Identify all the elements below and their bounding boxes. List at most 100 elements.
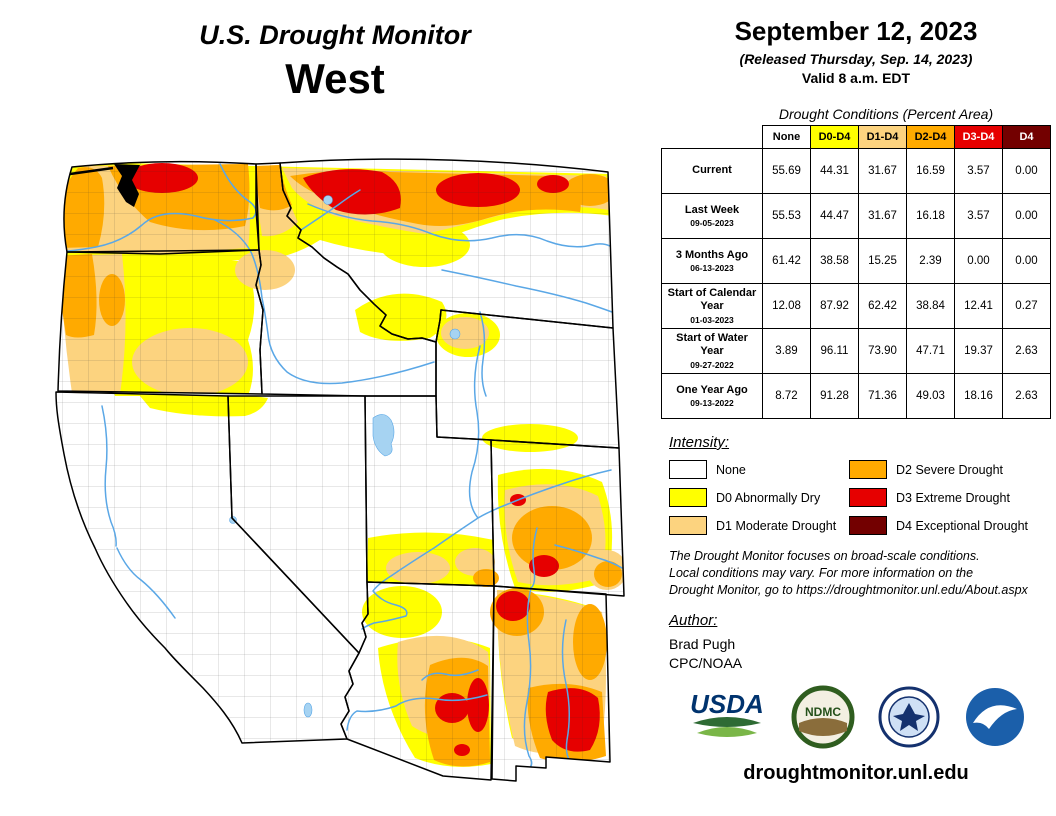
legend-swatch-none	[669, 460, 707, 479]
value-cell: 91.28	[810, 373, 859, 419]
row-label: 3 Months Ago	[675, 248, 749, 261]
rivers	[67, 163, 623, 767]
legend-item-d4: D4 Exceptional Drought	[849, 516, 1028, 535]
row-label: Start of Calendar Year	[667, 287, 757, 313]
row-date: 09-05-2023	[690, 218, 734, 228]
value-cell: 73.90	[858, 328, 907, 374]
value-cell: 44.31	[810, 148, 859, 194]
value-cell: 47.71	[906, 328, 955, 374]
table-corner-cell	[662, 126, 763, 149]
disclaimer-line: Drought Monitor, go to https://droughtmo…	[669, 582, 1028, 597]
value-cell: 31.67	[858, 148, 907, 194]
table-header-row: None D0-D4 D1-D4 D2-D4 D3-D4 D4	[662, 125, 1051, 149]
value-cell: 2.63	[1002, 328, 1051, 374]
value-cell: 2.39	[906, 238, 955, 284]
legend-item-none: None	[669, 460, 849, 479]
value-cell: 16.59	[906, 148, 955, 194]
drought-conditions-table: None D0-D4 D1-D4 D2-D4 D3-D4 D4 Current …	[661, 125, 1051, 419]
report-date: September 12, 2023	[734, 16, 978, 46]
value-cell: 0.00	[1002, 148, 1051, 194]
author-name: Brad Pugh	[669, 635, 736, 652]
legend-item-d1: D1 Moderate Drought	[669, 516, 849, 535]
legend-swatch-d1	[669, 516, 707, 535]
value-cell: 12.08	[762, 283, 811, 329]
legend-label: None	[716, 462, 746, 477]
value-cell: 8.72	[762, 373, 811, 419]
disclaimer: The Drought Monitor focuses on broad-sca…	[669, 548, 1043, 599]
ndmc-logo: NDMC	[791, 685, 855, 749]
report-title: U.S. Drought Monitor	[199, 20, 471, 50]
value-cell: 96.11	[810, 328, 859, 374]
value-cell: 0.27	[1002, 283, 1051, 329]
salton-sea	[303, 702, 313, 718]
col-header-d4: D4	[1002, 125, 1051, 149]
row-label-cell: One Year Ago 09-13-2022	[661, 373, 763, 419]
table-title: Drought Conditions (Percent Area)	[778, 106, 994, 122]
drought-map	[55, 158, 625, 782]
disclaimer-line: The Drought Monitor focuses on broad-sca…	[669, 549, 980, 563]
value-cell: 62.42	[858, 283, 907, 329]
value-cell: 0.00	[1002, 193, 1051, 239]
row-date: 06-13-2023	[690, 263, 734, 273]
legend-item-d0: D0 Abnormally Dry	[669, 488, 849, 507]
usda-swoosh-dark	[693, 716, 761, 727]
svg-text:USDA: USDA	[690, 689, 764, 719]
usda-swoosh-light	[697, 726, 757, 737]
row-label: Last Week	[684, 203, 740, 216]
drought-overlay	[56, 159, 624, 781]
legend-label: D3 Extreme Drought	[896, 490, 1010, 505]
row-label-cell: Last Week 09-05-2023	[661, 193, 763, 239]
value-cell: 12.41	[954, 283, 1003, 329]
yellowstone-lake	[449, 328, 461, 340]
value-cell: 71.36	[858, 373, 907, 419]
row-label-cell: Current	[661, 148, 763, 194]
noaa-logo	[966, 687, 1024, 746]
map-title-block: U.S. Drought Monitor West	[130, 20, 540, 103]
great-salt-lake	[372, 414, 395, 457]
legend-item-d3: D3 Extreme Drought	[849, 488, 1028, 507]
row-label-cell: Start of Calendar Year 01-03-2023	[661, 283, 763, 329]
table-row-one-year-ago: One Year Ago 09-13-2022 8.72 91.28 71.36…	[661, 373, 1051, 419]
col-header-d3-d4: D3-D4	[954, 125, 1003, 149]
author-heading: Author:	[669, 611, 718, 629]
svg-text:NDMC: NDMC	[805, 705, 841, 719]
legend-swatch-d2	[849, 460, 887, 479]
legend-label: D4 Exceptional Drought	[896, 518, 1029, 533]
legend-label: D0 Abnormally Dry	[716, 490, 821, 505]
value-cell: 2.63	[1002, 373, 1051, 419]
value-cell: 0.00	[1002, 238, 1051, 284]
value-cell: 55.69	[762, 148, 811, 194]
valid-time: Valid 8 a.m. EDT	[801, 70, 911, 86]
col-header-d2-d4: D2-D4	[906, 125, 955, 149]
region-title: West	[285, 55, 385, 102]
value-cell: 16.18	[906, 193, 955, 239]
table-row-current: Current 55.69 44.31 31.67 16.59 3.57 0.0…	[661, 148, 1051, 194]
row-label: Current	[692, 163, 732, 176]
county-grid	[56, 159, 624, 781]
value-cell: 55.53	[762, 193, 811, 239]
legend-swatch-d3	[849, 488, 887, 507]
release-date: (Released Thursday, Sep. 14, 2023)	[739, 51, 973, 67]
col-header-none: None	[762, 125, 811, 149]
value-cell: 19.37	[954, 328, 1003, 374]
value-cell: 31.67	[858, 193, 907, 239]
legend-title: Intensity:	[669, 434, 730, 451]
puget-sound	[69, 164, 140, 207]
row-date: 01-03-2023	[690, 314, 734, 325]
legend-label: D2 Severe Drought	[896, 462, 1004, 477]
value-cell: 15.25	[858, 238, 907, 284]
value-cell: 38.58	[810, 238, 859, 284]
value-cell: 3.57	[954, 148, 1003, 194]
row-label: One Year Ago	[676, 383, 748, 396]
disclaimer-line: Local conditions may vary. For more info…	[669, 565, 974, 580]
commerce-seal-logo	[878, 686, 940, 748]
value-cell: 61.42	[762, 238, 811, 284]
commerce-eagle	[893, 702, 925, 731]
value-cell: 3.57	[954, 193, 1003, 239]
author-block: Author: Brad Pugh CPC/NOAA	[669, 612, 1043, 671]
site-url[interactable]: droughtmonitor.unl.edu	[743, 761, 969, 784]
table-row-last-week: Last Week 09-05-2023 55.53 44.47 31.67 1…	[661, 193, 1051, 239]
table-row-start-water-year: Start of Water Year 09-27-2022 3.89 96.1…	[661, 328, 1051, 374]
row-label-cell: Start of Water Year 09-27-2022	[661, 328, 763, 374]
intensity-legend: Intensity: None D0 Abnormally Dry D1 Mod…	[669, 434, 1043, 535]
